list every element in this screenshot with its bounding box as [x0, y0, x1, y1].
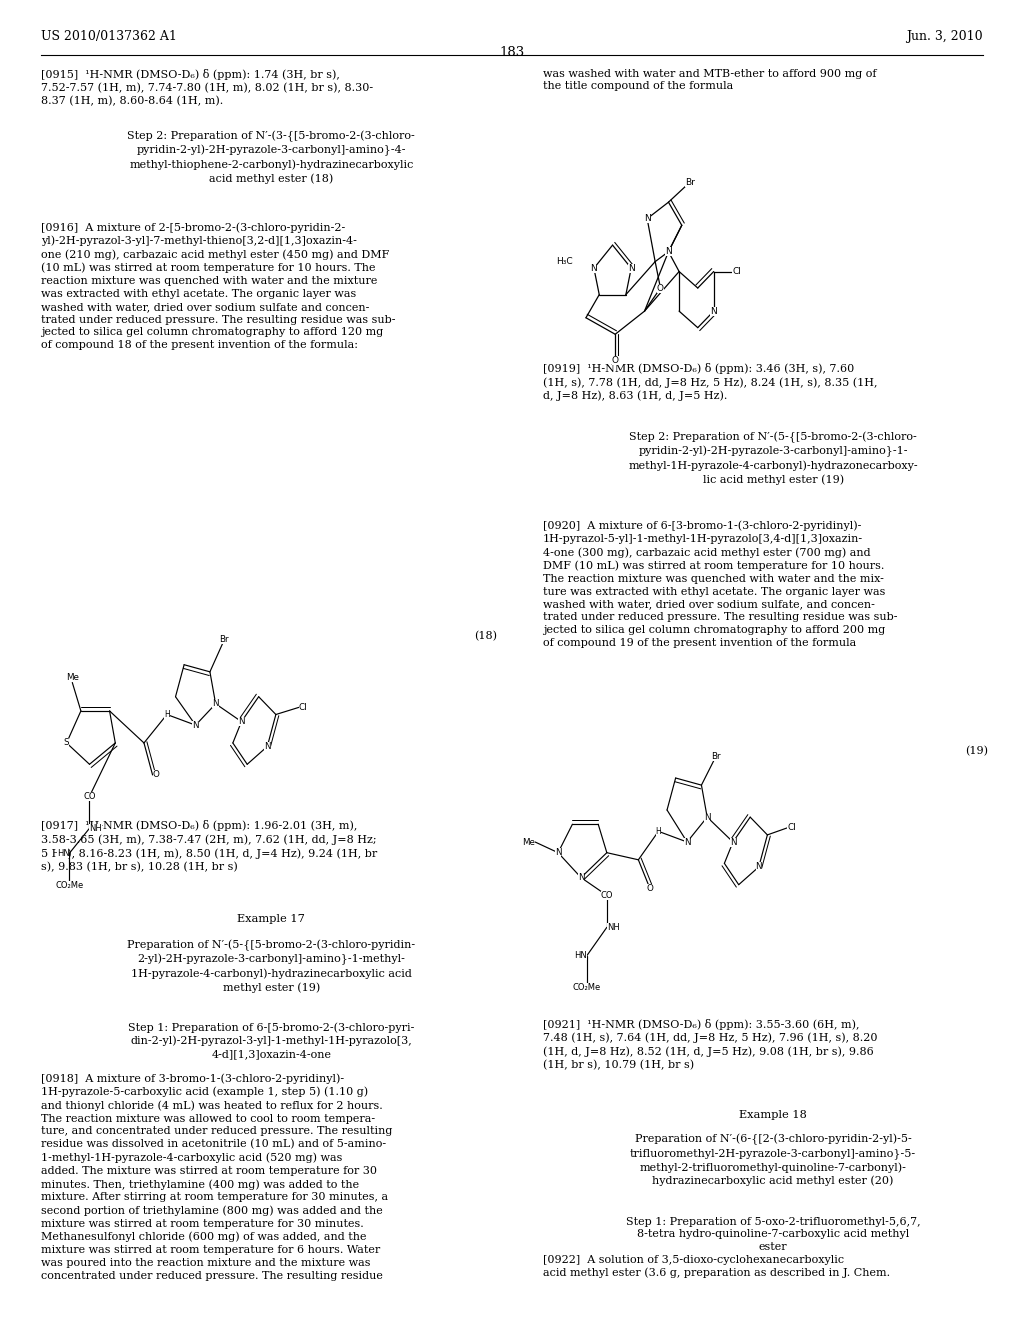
Text: O: O [657, 284, 664, 293]
Text: N: N [555, 849, 561, 857]
Text: NH: NH [89, 824, 102, 833]
Text: N: N [264, 742, 270, 751]
Text: Me: Me [66, 673, 79, 682]
Text: CO: CO [600, 891, 613, 900]
Text: [0917]  ¹H-NMR (DMSO-D₆) δ (ppm): 1.96-2.01 (3H, m),
3.58-3.65 (3H, m), 7.38-7.4: [0917] ¹H-NMR (DMSO-D₆) δ (ppm): 1.96-2.… [41, 821, 377, 871]
Text: N: N [756, 862, 762, 871]
Text: CO₂Me: CO₂Me [55, 880, 84, 890]
Text: Step 2: Preparation of N′-(3-{[5-bromo-2-(3-chloro-
pyridin-2-yl)-2H-pyrazole-3-: Step 2: Preparation of N′-(3-{[5-bromo-2… [127, 131, 416, 183]
Text: Me: Me [522, 837, 536, 846]
Text: N: N [730, 837, 736, 846]
Text: N: N [644, 214, 650, 223]
Text: Br: Br [219, 635, 229, 644]
Text: CO: CO [83, 792, 96, 801]
Text: Example 17: Example 17 [238, 915, 305, 924]
Text: 183: 183 [500, 46, 524, 58]
Text: H₃C: H₃C [556, 257, 572, 267]
Text: Jun. 3, 2010: Jun. 3, 2010 [906, 30, 983, 44]
Text: N: N [239, 717, 245, 726]
Text: (19): (19) [966, 746, 988, 756]
Text: was washed with water and MTB-ether to afford 900 mg of
the title compound of th: was washed with water and MTB-ether to a… [543, 69, 877, 91]
Text: H: H [655, 826, 662, 836]
Text: Cl: Cl [299, 702, 307, 711]
Text: CO₂Me: CO₂Me [572, 983, 601, 993]
Text: Br: Br [711, 752, 721, 762]
Text: N: N [711, 306, 717, 315]
Text: US 2010/0137362 A1: US 2010/0137362 A1 [41, 30, 177, 44]
Text: [0916]  A mixture of 2-[5-bromo-2-(3-chloro-pyridin-2-
yl)-2H-pyrazol-3-yl]-7-me: [0916] A mixture of 2-[5-bromo-2-(3-chlo… [41, 222, 395, 350]
Text: [0915]  ¹H-NMR (DMSO-D₆) δ (ppm): 1.74 (3H, br s),
7.52-7.57 (1H, m), 7.74-7.80 : [0915] ¹H-NMR (DMSO-D₆) δ (ppm): 1.74 (3… [41, 69, 373, 106]
Text: Step 1: Preparation of 5-oxo-2-trifluoromethyl-5,6,7,
8-tetra hydro-quinoline-7-: Step 1: Preparation of 5-oxo-2-trifluoro… [626, 1217, 921, 1253]
Text: Preparation of N′-(5-{[5-bromo-2-(3-chloro-pyridin-
2-yl)-2H-pyrazole-3-carbonyl: Preparation of N′-(5-{[5-bromo-2-(3-chlo… [127, 940, 416, 993]
Text: H: H [164, 710, 170, 719]
Text: [0918]  A mixture of 3-bromo-1-(3-chloro-2-pyridinyl)-
1H-pyrazole-5-carboxylic : [0918] A mixture of 3-bromo-1-(3-chloro-… [41, 1073, 392, 1280]
Text: Cl: Cl [787, 824, 796, 833]
Text: [0919]  ¹H-NMR (DMSO-D₆) δ (ppm): 3.46 (3H, s), 7.60
(1H, s), 7.78 (1H, dd, J=8 : [0919] ¹H-NMR (DMSO-D₆) δ (ppm): 3.46 (3… [543, 363, 878, 401]
Text: Preparation of N′-(6-{[2-(3-chloro-pyridin-2-yl)-5-
trifluoromethyl-2H-pyrazole-: Preparation of N′-(6-{[2-(3-chloro-pyrid… [630, 1134, 916, 1187]
Text: O: O [153, 771, 160, 779]
Text: N: N [591, 264, 597, 273]
Text: N: N [212, 700, 219, 709]
Text: S: S [63, 738, 70, 747]
Text: O: O [646, 883, 653, 892]
Text: N: N [578, 873, 585, 882]
Text: HN: HN [574, 952, 587, 961]
Text: Br: Br [685, 178, 694, 187]
Text: N: N [193, 721, 199, 730]
Text: HN: HN [56, 849, 70, 858]
Text: [0922]  A solution of 3,5-dioxo-cyclohexanecarboxylic
acid methyl ester (3.6 g, : [0922] A solution of 3,5-dioxo-cyclohexa… [543, 1255, 890, 1278]
Text: Step 2: Preparation of N′-(5-{[5-bromo-2-(3-chloro-
pyridin-2-yl)-2H-pyrazole-3-: Step 2: Preparation of N′-(5-{[5-bromo-2… [629, 432, 918, 484]
Text: N: N [703, 813, 711, 821]
Text: N: N [666, 247, 672, 256]
Text: NH: NH [607, 923, 620, 932]
Text: O: O [611, 356, 618, 366]
Text: (18): (18) [474, 631, 497, 642]
Text: Step 1: Preparation of 6-[5-bromo-2-(3-chloro-pyri-
din-2-yl)-2H-pyrazol-3-yl]-1: Step 1: Preparation of 6-[5-bromo-2-(3-c… [128, 1023, 415, 1059]
Text: Example 18: Example 18 [739, 1110, 807, 1119]
Text: Cl: Cl [732, 267, 741, 276]
Text: N: N [684, 837, 690, 846]
Text: [0920]  A mixture of 6-[3-bromo-1-(3-chloro-2-pyridinyl)-
1H-pyrazol-5-yl]-1-met: [0920] A mixture of 6-[3-bromo-1-(3-chlo… [543, 520, 897, 648]
Text: [0921]  ¹H-NMR (DMSO-D₆) δ (ppm): 3.55-3.60 (6H, m),
7.48 (1H, s), 7.64 (1H, dd,: [0921] ¹H-NMR (DMSO-D₆) δ (ppm): 3.55-3.… [543, 1019, 878, 1071]
Text: N: N [628, 264, 635, 273]
